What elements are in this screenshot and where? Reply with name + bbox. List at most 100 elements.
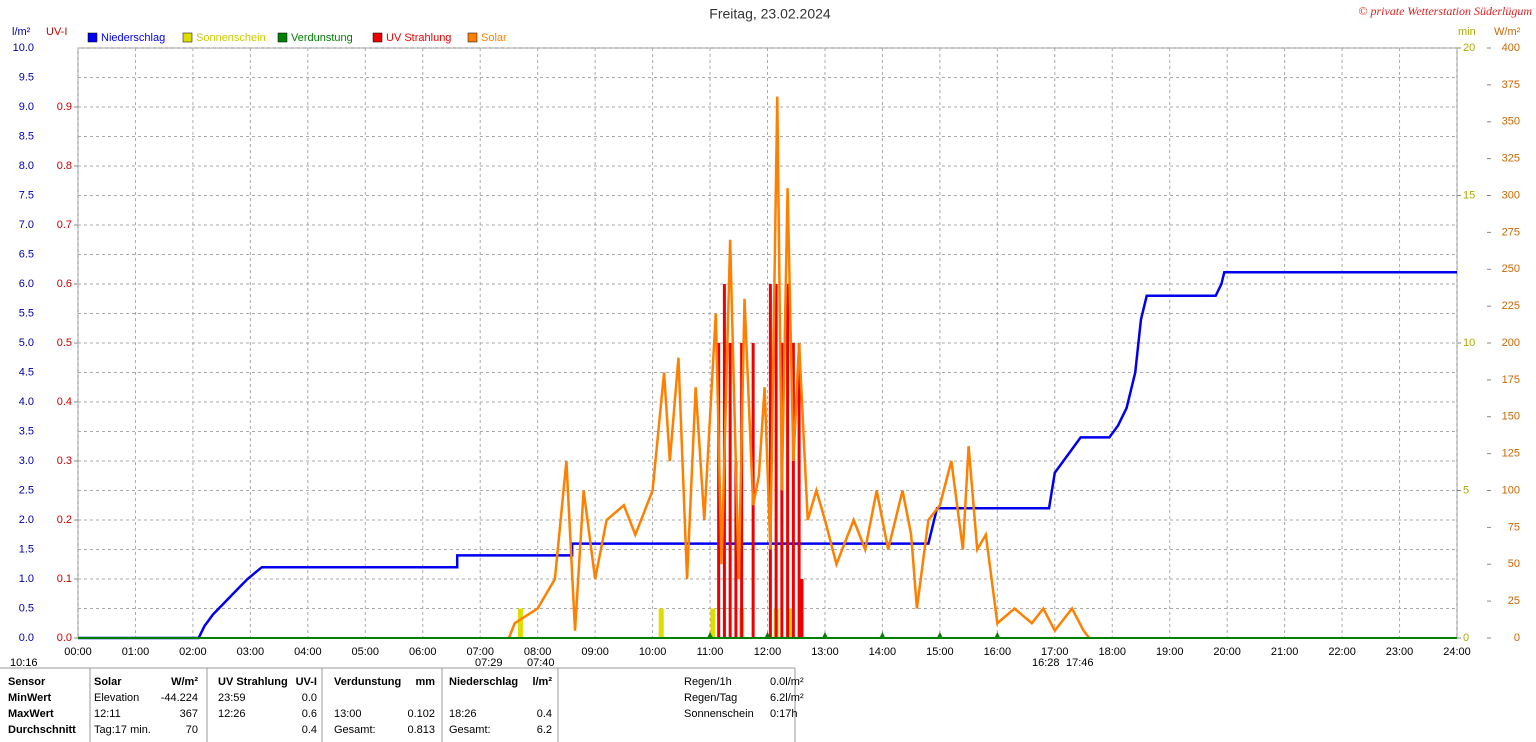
- table-cell: Durchschnitt: [8, 724, 76, 736]
- y-tick-label: 4.5: [19, 366, 34, 378]
- table-cell: Verdunstung: [334, 676, 401, 688]
- y-tick-label: 9.0: [19, 101, 34, 113]
- x-tick-label: 12:00: [754, 646, 782, 658]
- summary-cell: 0.0l/m²: [770, 676, 804, 688]
- uv-tick-label: 0.1: [57, 573, 72, 585]
- bar: [800, 579, 804, 638]
- x-tick-label: 07:00: [466, 646, 494, 658]
- y-tick-label: 10.0: [13, 42, 34, 54]
- legend-swatch: [182, 32, 193, 43]
- uv-tick-label: 0.4: [57, 396, 72, 408]
- y-tick-label: 6.5: [19, 248, 34, 260]
- x-tick-label: 13:00: [811, 646, 839, 658]
- summary-cell: Sonnenschein: [684, 708, 754, 720]
- table-cell: mm: [415, 676, 435, 688]
- axis-unit: UV-I: [46, 26, 67, 38]
- y2-tick-label: 275: [1502, 226, 1520, 238]
- marker: [821, 632, 828, 638]
- y-tick-label: 5.5: [19, 307, 34, 319]
- x-tick-label: 15:00: [926, 646, 954, 658]
- table-cell: MinWert: [8, 692, 52, 704]
- bar: [774, 284, 778, 638]
- table-cell: 6.2: [537, 724, 552, 736]
- x-tick-label: 21:00: [1271, 646, 1299, 658]
- legend-label: UV Strahlung: [386, 32, 451, 44]
- marker: [994, 632, 1001, 638]
- legend-swatch: [467, 32, 478, 43]
- uv-tick-label: 0.2: [57, 514, 72, 526]
- legend-label: Verdunstung: [291, 32, 353, 44]
- x-tick-label: 19:00: [1156, 646, 1184, 658]
- y-tick-label: 2.5: [19, 484, 34, 496]
- min-tick-label: 10: [1463, 337, 1475, 349]
- uv-tick-label: 0.8: [57, 160, 72, 172]
- table-dividers: [89, 668, 796, 742]
- y-tick-label: 1.5: [19, 543, 34, 555]
- y2-tick-label: 75: [1508, 521, 1520, 533]
- table-cell: 367: [180, 708, 198, 720]
- y2-tick-label: 350: [1502, 116, 1520, 128]
- table-cell: 70: [186, 724, 198, 736]
- marker: [936, 632, 943, 638]
- bar: [517, 608, 523, 638]
- table-cell: W/m²: [171, 676, 198, 688]
- uv-tick-label: 0.5: [57, 337, 72, 349]
- table-cell: Gesamt:: [449, 724, 491, 736]
- y2-tick-label: 25: [1508, 595, 1520, 607]
- y2-tick-label: 375: [1502, 79, 1520, 91]
- bar: [728, 343, 732, 638]
- x-tick-label: 02:00: [179, 646, 207, 658]
- chart-title: Freitag, 23.02.2024: [709, 6, 831, 22]
- x-tick-label: 11:00: [697, 646, 724, 658]
- legend-swatch: [372, 32, 383, 43]
- marker: [707, 632, 714, 638]
- y-tick-label: 0.5: [19, 602, 34, 614]
- y-tick-label: 5.0: [19, 337, 34, 349]
- y-tick-label: 3.5: [19, 425, 34, 437]
- y2-tick-label: 175: [1502, 374, 1520, 386]
- y-tick-label: 4.0: [19, 396, 34, 408]
- uv-tick-label: 0.6: [57, 278, 72, 290]
- x-tick-label: 04:00: [294, 646, 322, 658]
- y-tick-label: 7.0: [19, 219, 34, 231]
- table-cell: 12:26: [218, 708, 246, 720]
- summary-cell: 6.2l/m²: [770, 692, 804, 704]
- legend-label: Sonnenschein: [196, 32, 266, 44]
- table-cell: Solar: [94, 676, 122, 688]
- marker: [879, 632, 886, 638]
- table-cell: Gesamt:: [334, 724, 376, 736]
- summary-cell: Regen/1h: [684, 676, 732, 688]
- y-tick-label: 7.5: [19, 189, 34, 201]
- y-tick-label: 8.5: [19, 130, 34, 142]
- y2-tick-label: 325: [1502, 153, 1520, 165]
- y2-tick-label: 400: [1502, 42, 1520, 54]
- table-cell: 13:00: [334, 708, 362, 720]
- legend-label: Solar: [481, 32, 507, 44]
- uv-tick-label: 0.3: [57, 455, 72, 467]
- bar: [768, 284, 772, 638]
- legend-label: Niederschlag: [101, 32, 165, 44]
- min-tick-label: 20: [1463, 42, 1475, 54]
- x-tick-label: 10:00: [639, 646, 667, 658]
- axis-unit: min: [1458, 26, 1476, 38]
- table-cell: l/m²: [532, 676, 552, 688]
- min-tick-label: 5: [1463, 484, 1469, 496]
- bar: [797, 343, 801, 638]
- summary-cell: 0:17h: [770, 708, 798, 720]
- x-tick-label: 24:00: [1443, 646, 1471, 658]
- x-tick-label: 18:00: [1098, 646, 1126, 658]
- legend-swatch: [277, 32, 288, 43]
- x-tick-label: 00:00: [64, 646, 92, 658]
- x-tick-label: 22:00: [1328, 646, 1356, 658]
- table-cell: 0.102: [407, 708, 435, 720]
- table-cell: UV Strahlung: [218, 676, 288, 688]
- x-tick-label: 14:00: [869, 646, 897, 658]
- annotation: 07:29: [475, 657, 503, 669]
- y2-tick-label: 50: [1508, 558, 1520, 570]
- annotation: 17:46: [1066, 657, 1094, 669]
- x-tick-label: 20:00: [1213, 646, 1241, 658]
- table-cell: 0.6: [302, 708, 317, 720]
- y2-tick-label: 300: [1502, 189, 1520, 201]
- bar: [658, 608, 664, 638]
